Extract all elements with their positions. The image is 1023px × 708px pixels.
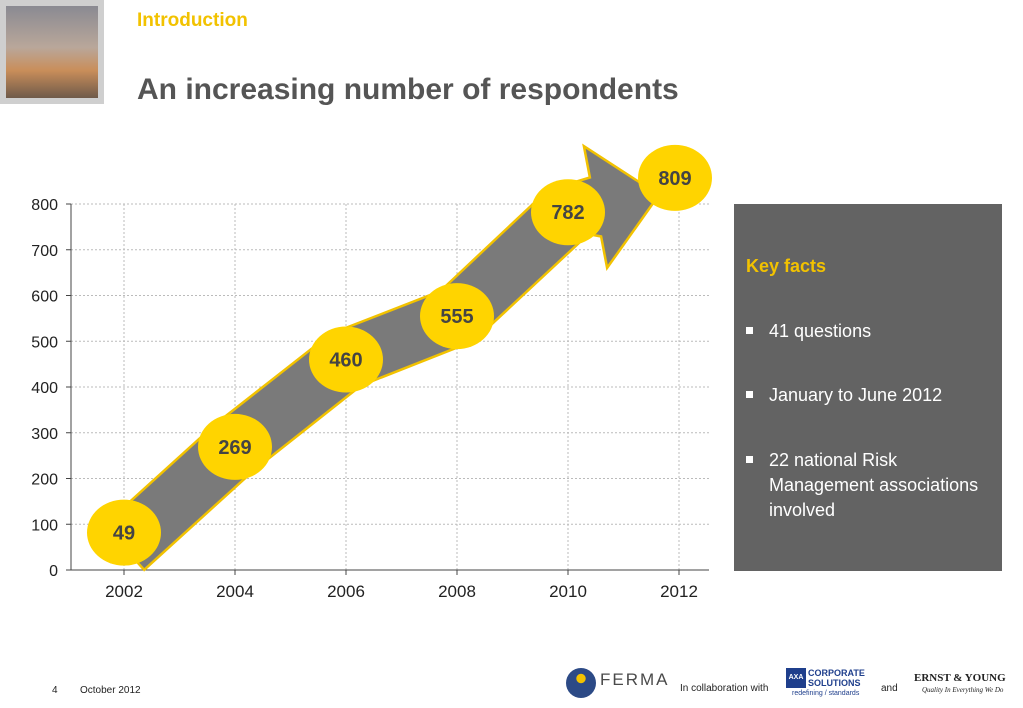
page-number: 4 xyxy=(52,685,58,696)
data-label: 782 xyxy=(551,202,584,224)
x-tick-label: 2002 xyxy=(105,582,143,601)
page-title: An increasing number of respondents xyxy=(137,73,679,106)
data-point: 460 xyxy=(309,326,383,393)
bullet-icon xyxy=(746,327,753,334)
label-circle xyxy=(87,499,161,566)
key-facts-panel: Key facts 41 questions January to June 2… xyxy=(734,204,1002,571)
x-tick-label: 2012 xyxy=(660,582,698,601)
footer-date: October 2012 xyxy=(80,685,141,696)
data-label: 555 xyxy=(440,306,473,328)
bullet-icon xyxy=(746,391,753,398)
collaboration-text: In collaboration with xyxy=(680,683,769,694)
data-label: 460 xyxy=(329,350,362,372)
axa-line-2: SOLUTIONS xyxy=(808,678,861,688)
ferma-logo: FERMA xyxy=(566,668,670,698)
key-fact-text: January to June 2012 xyxy=(769,385,943,405)
y-tick-label: 0 xyxy=(49,563,58,580)
y-tick-label: 400 xyxy=(31,380,58,397)
label-circle xyxy=(198,413,272,480)
data-label: 49 xyxy=(113,523,135,545)
data-label: 269 xyxy=(218,437,251,459)
ferma-wordmark: FERMA xyxy=(600,670,670,689)
and-text: and xyxy=(881,683,898,694)
data-point: 555 xyxy=(420,283,494,350)
axa-box-icon: AXA xyxy=(786,668,806,688)
y-tick-label: 500 xyxy=(31,334,58,351)
chart-axes: 0 100 200 300 400 500 600 700 800 2002 2004 2006 200… xyxy=(31,197,709,601)
ernst-young-tagline: Quality In Everything We Do xyxy=(922,686,1004,694)
x-tick-label: 2010 xyxy=(549,582,587,601)
ernst-young-wordmark: ERNST & YOUNG xyxy=(914,672,1006,684)
y-tick-label: 600 xyxy=(31,289,58,306)
ernst-young-logo: ERNST & YOUNG Quality In Everything We D… xyxy=(914,672,1006,698)
key-facts-title: Key facts xyxy=(746,256,827,276)
key-fact-text: 22 national Risk Management associations… xyxy=(769,450,979,520)
data-labels: 49 269 460 555 782 809 xyxy=(87,144,712,566)
y-tick-label: 300 xyxy=(31,426,58,443)
section-label: Introduction xyxy=(137,10,248,31)
y-tick-label: 100 xyxy=(31,517,58,534)
axa-logo: AXA CORPORATE SOLUTIONS redefining / sta… xyxy=(786,668,868,700)
label-circle xyxy=(531,179,605,246)
header-photo xyxy=(0,0,104,104)
y-tick-label: 200 xyxy=(31,472,58,489)
x-tick-label: 2006 xyxy=(327,582,365,601)
data-point: 49 xyxy=(87,499,161,566)
label-circle xyxy=(309,326,383,393)
x-tick-label: 2004 xyxy=(216,582,254,601)
data-point: 782 xyxy=(531,179,605,246)
data-point: 809 xyxy=(638,144,712,211)
y-tick-label: 800 xyxy=(31,197,58,214)
ship-image xyxy=(6,6,98,98)
x-tick-label: 2008 xyxy=(438,582,476,601)
y-tick-label: 700 xyxy=(31,243,58,260)
bullet-icon xyxy=(746,456,753,463)
key-fact-text: 41 questions xyxy=(769,321,872,341)
label-circle xyxy=(638,144,712,211)
ferma-globe-icon xyxy=(566,668,596,698)
axa-line-1: CORPORATE xyxy=(808,668,865,678)
axa-tagline: redefining / standards xyxy=(792,690,860,697)
data-label: 809 xyxy=(658,168,691,190)
data-point: 269 xyxy=(198,413,272,480)
axa-wordmark: CORPORATE SOLUTIONS xyxy=(808,668,865,688)
label-circle xyxy=(420,283,494,350)
